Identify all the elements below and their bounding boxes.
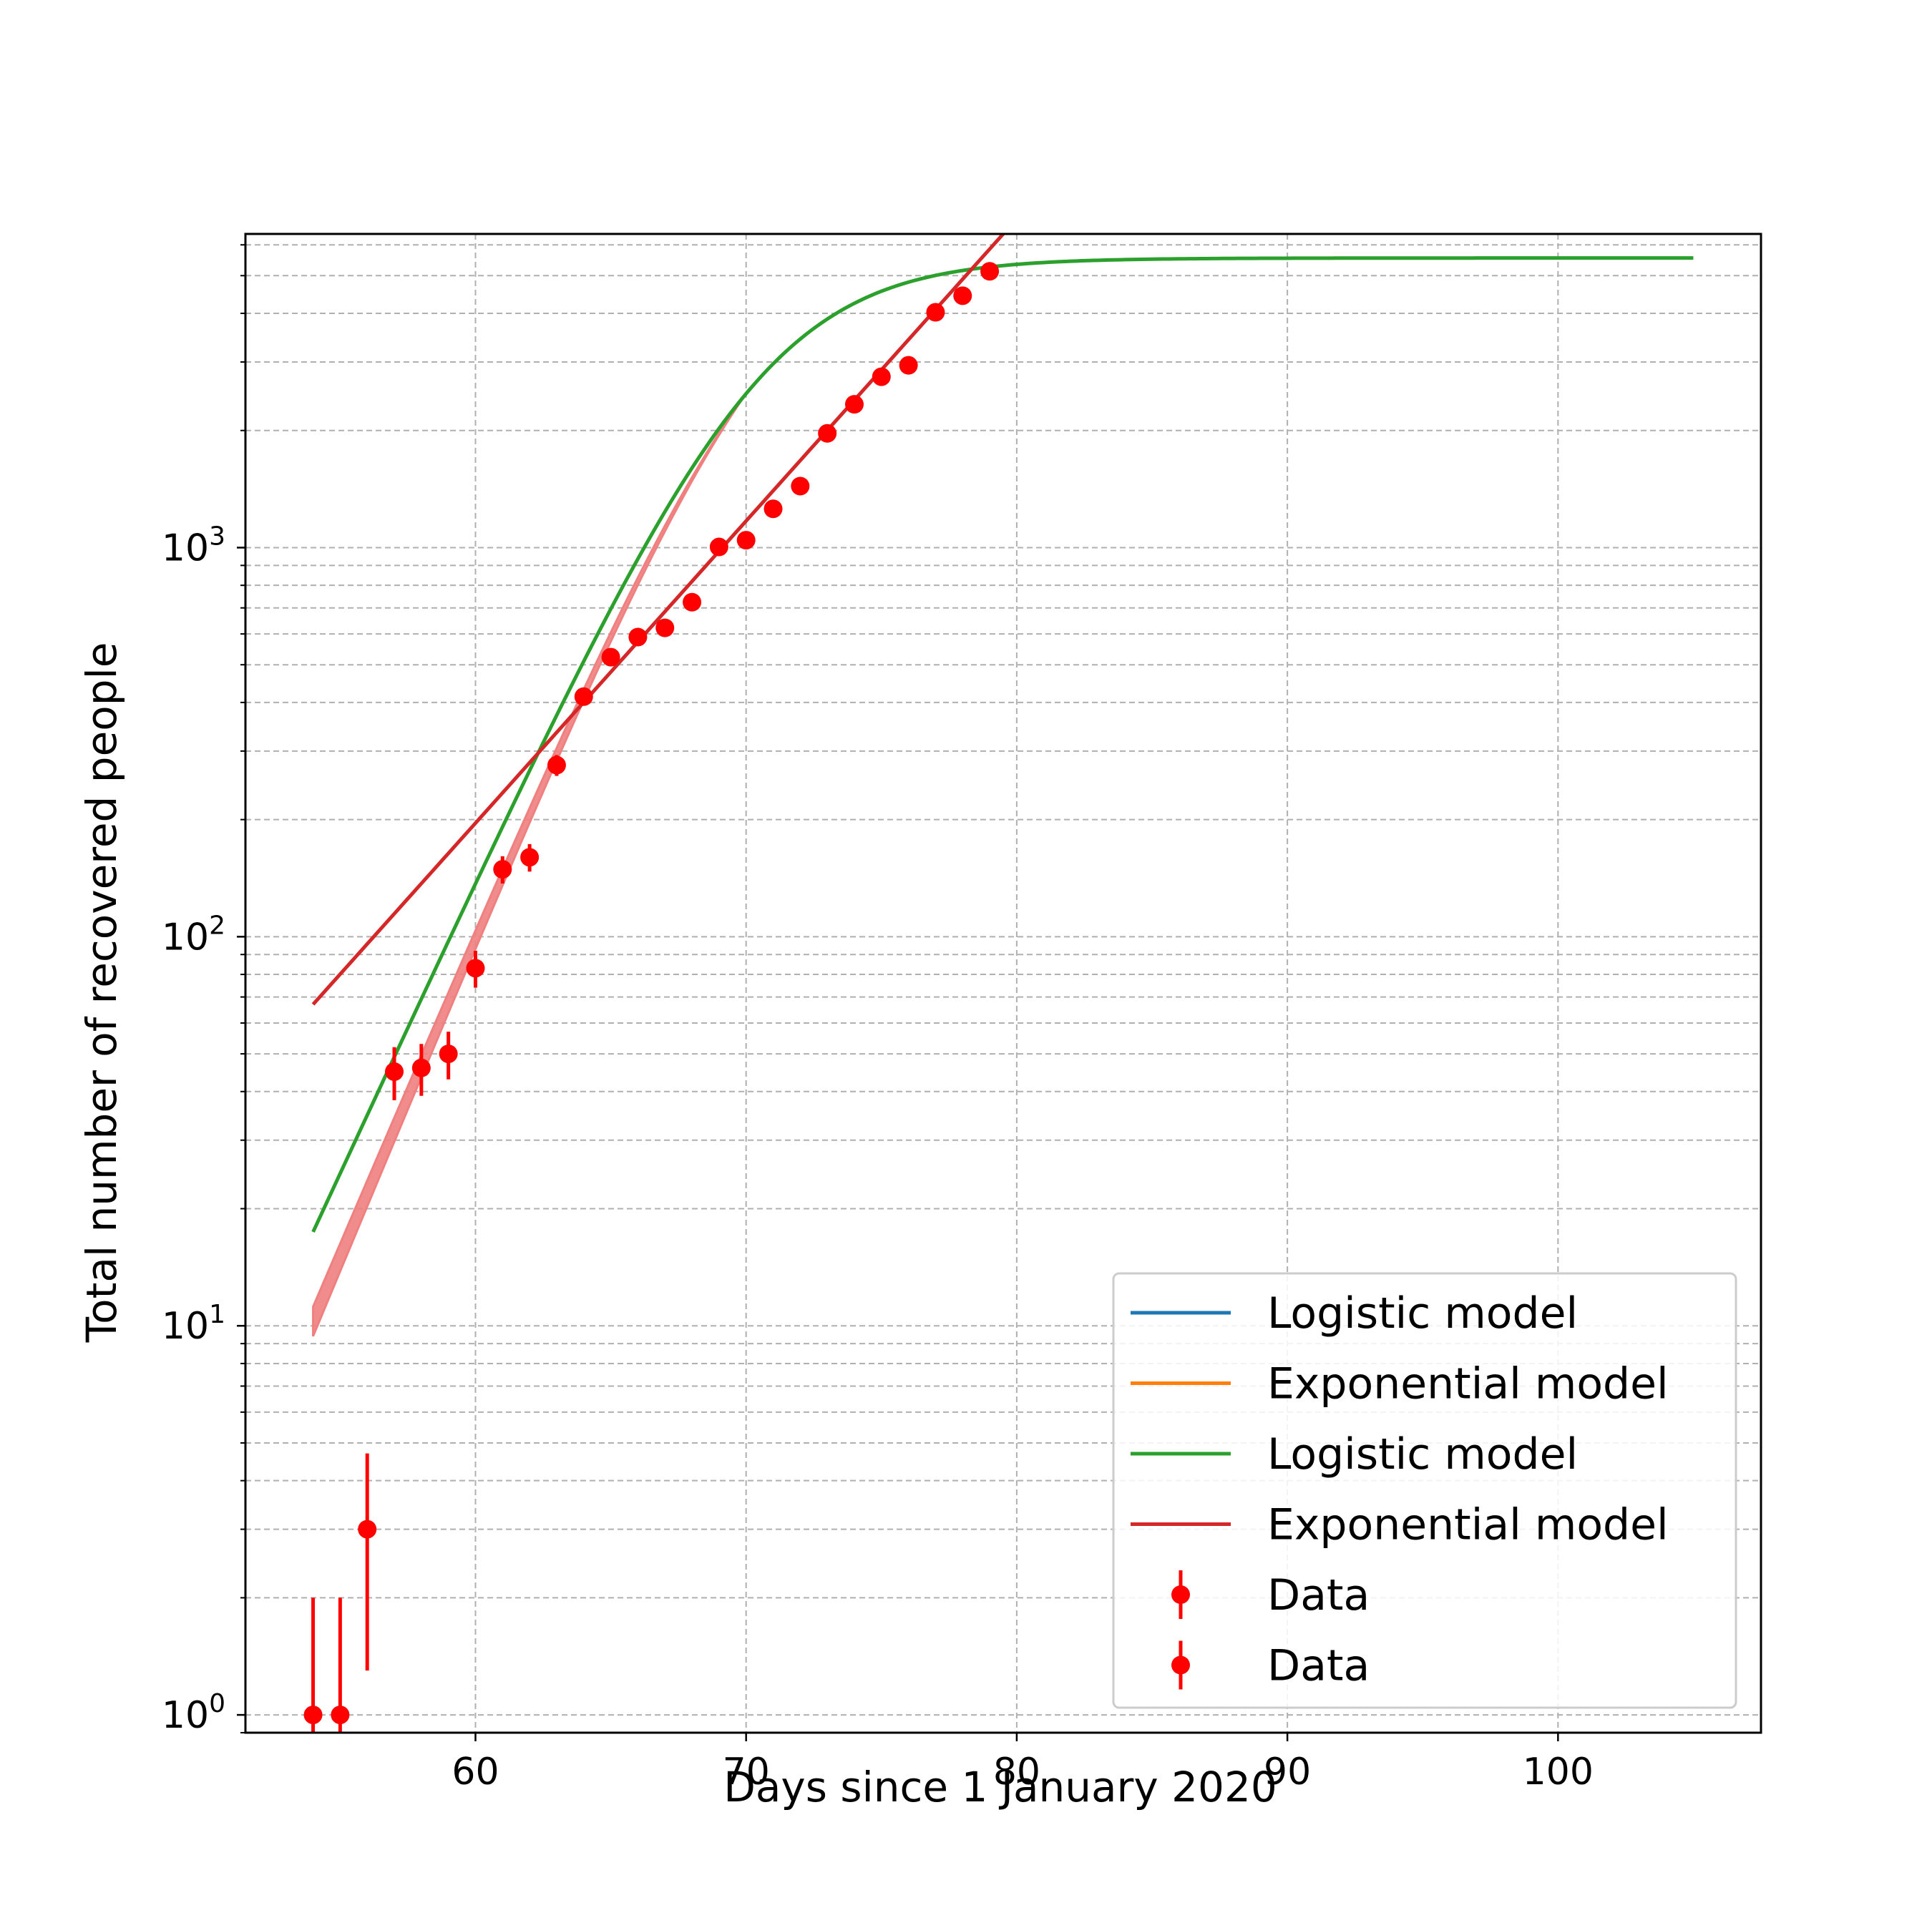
legend-entry: Data bbox=[1171, 1570, 1370, 1620]
data-point bbox=[791, 476, 810, 496]
y-tick-label: 102 bbox=[162, 911, 225, 959]
y-tick-exponent: 0 bbox=[209, 1689, 225, 1718]
logistic-model-line bbox=[311, 256, 1694, 1233]
legend-entry: Data bbox=[1171, 1640, 1370, 1691]
data-point bbox=[709, 537, 728, 557]
x-tick-label: 70 bbox=[723, 1751, 770, 1794]
data-point bbox=[411, 1058, 431, 1077]
data-point bbox=[818, 424, 837, 443]
data-point bbox=[655, 618, 675, 637]
y-tick-base: 10 bbox=[162, 1305, 209, 1348]
x-axis-label: Days since 1 January 2020 bbox=[723, 1763, 1277, 1811]
data-point bbox=[303, 1706, 323, 1725]
data-point bbox=[926, 303, 945, 322]
y-tick-base: 10 bbox=[162, 527, 209, 569]
y-tick-label: 101 bbox=[162, 1300, 225, 1348]
y-tick-exponent: 3 bbox=[209, 522, 225, 551]
legend-box bbox=[1112, 1272, 1737, 1709]
legend-label: Data bbox=[1267, 1570, 1370, 1620]
legend-label: Logistic model bbox=[1267, 1429, 1578, 1479]
x-tick-label: 100 bbox=[1523, 1751, 1594, 1794]
data-point bbox=[547, 755, 566, 775]
y-tick-base: 10 bbox=[162, 1694, 209, 1737]
y-tick-exponent: 1 bbox=[209, 1300, 225, 1329]
legend-label: Logistic model bbox=[1267, 1288, 1578, 1339]
series bbox=[303, 234, 1694, 1733]
data-point bbox=[763, 499, 783, 519]
y-tick-label: 103 bbox=[162, 522, 225, 569]
data-point bbox=[980, 262, 1000, 281]
legend-label: Data bbox=[1267, 1641, 1370, 1691]
x-tick-label: 80 bbox=[993, 1751, 1040, 1794]
y-tick-exponent: 2 bbox=[209, 911, 225, 940]
legend-marker-swatch bbox=[1171, 1585, 1190, 1604]
y-tick-label: 100 bbox=[162, 1689, 225, 1737]
data-point bbox=[683, 592, 702, 612]
data-point bbox=[466, 959, 485, 978]
exponential-model-line bbox=[311, 234, 1006, 1006]
legend-marker-swatch bbox=[1171, 1655, 1190, 1675]
data-point bbox=[601, 647, 620, 667]
y-axis-label: Total number of recovered people bbox=[77, 642, 126, 1344]
x-tick-label: 90 bbox=[1264, 1751, 1311, 1794]
legend: Logistic model Exponential model Logistic … bbox=[1112, 1272, 1737, 1709]
data-point bbox=[899, 356, 918, 375]
legend-entry: Exponential model bbox=[1131, 1500, 1669, 1550]
plot-frame bbox=[244, 233, 1762, 1734]
data-point bbox=[385, 1062, 404, 1081]
data-point bbox=[574, 687, 593, 706]
data-point bbox=[872, 367, 891, 386]
data-point bbox=[358, 1520, 377, 1539]
data-point bbox=[520, 848, 540, 867]
x-tick-label: 60 bbox=[452, 1751, 499, 1794]
legend-label: Exponential model bbox=[1267, 1500, 1669, 1550]
data-point bbox=[439, 1044, 458, 1064]
legend-entry: Logistic model bbox=[1131, 1429, 1578, 1479]
data-point bbox=[331, 1706, 350, 1725]
legend-label: Exponential model bbox=[1267, 1359, 1669, 1409]
legend-entry: Exponential model bbox=[1131, 1359, 1669, 1409]
data-point bbox=[953, 286, 972, 305]
data-point bbox=[628, 627, 648, 647]
data-point bbox=[736, 531, 756, 550]
grid bbox=[245, 234, 1761, 1733]
data-point bbox=[844, 395, 864, 414]
y-tick-base: 10 bbox=[162, 916, 209, 959]
data-point bbox=[493, 860, 512, 879]
legend-entry: Logistic model bbox=[1131, 1288, 1578, 1339]
